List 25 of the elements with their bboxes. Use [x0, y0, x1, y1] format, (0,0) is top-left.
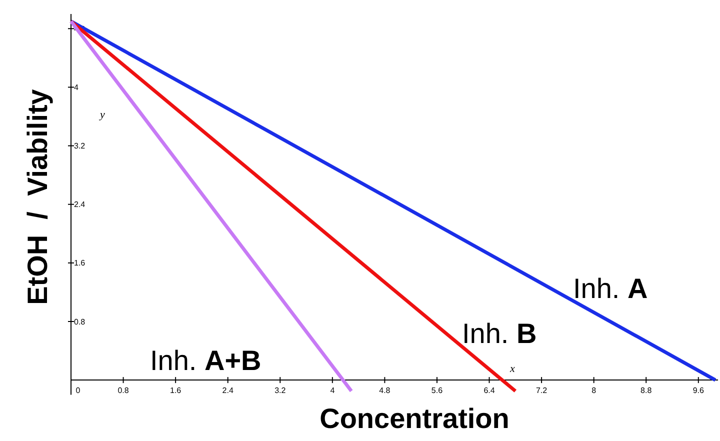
x-tick-label: 8.8 — [640, 386, 652, 396]
annotation: x — [509, 363, 515, 375]
y-tick-label: 3.2 — [74, 142, 86, 151]
x-tick-label: 4 — [330, 386, 336, 396]
x-tick-label: 9.6 — [692, 386, 705, 396]
series-label: Inh. B — [462, 318, 537, 349]
series-label: Inh. A+B — [150, 345, 262, 376]
annotation: y — [99, 109, 105, 121]
x-tick-label: 8 — [592, 386, 597, 396]
x-tick-label: 5.6 — [431, 386, 444, 396]
x-tick-label: 3.2 — [274, 386, 286, 396]
x-axis-title: Concentration — [320, 403, 510, 434]
x-tick-label: 0.8 — [118, 386, 130, 396]
x-tick-label: 7.2 — [536, 386, 548, 396]
y-tick-label: 0.8 — [74, 317, 86, 326]
y-tick-label: 2.4 — [74, 200, 86, 210]
series-label: Inh. A — [573, 273, 648, 304]
x-tick-label: 0 — [76, 386, 81, 396]
y-tick-label: 4 — [74, 83, 79, 92]
y-axis-title: EtOH / Viability — [22, 88, 53, 305]
x-tick-label: 4.8 — [379, 386, 391, 396]
x-tick-label: 1.6 — [170, 386, 182, 396]
x-tick-label: 6.4 — [484, 386, 496, 396]
y-tick-label: 1.6 — [74, 258, 86, 268]
x-tick-label: 2.4 — [222, 386, 234, 396]
